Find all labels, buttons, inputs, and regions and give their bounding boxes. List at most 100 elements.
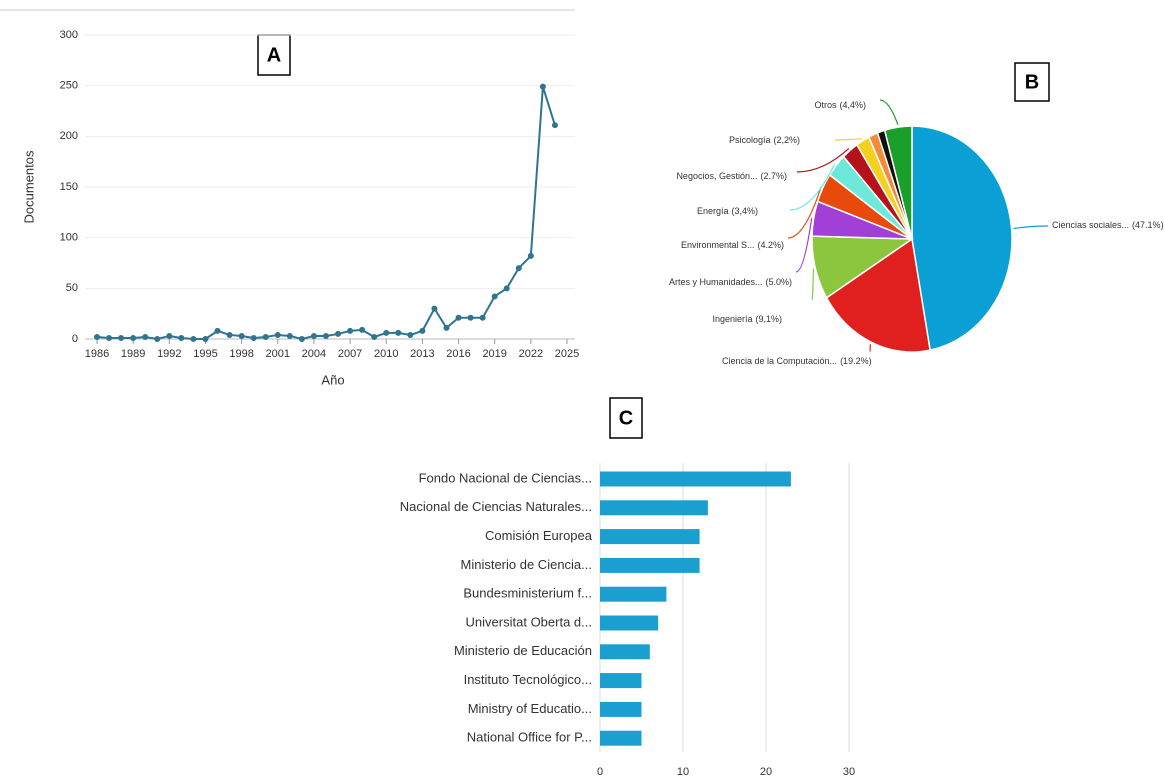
x-tick-label: 1998 xyxy=(229,348,253,360)
data-point xyxy=(383,329,390,336)
panel-label: A xyxy=(267,44,281,66)
data-point xyxy=(298,336,305,342)
y-tick-label: 50 xyxy=(66,282,78,294)
data-point xyxy=(190,336,197,342)
y-tick-label: Universitat Oberta d... xyxy=(466,614,592,629)
data-point xyxy=(479,314,486,321)
x-tick-label: 30 xyxy=(843,766,855,778)
slice-label: Environmental S... (4.2%) xyxy=(681,240,784,250)
bar xyxy=(600,615,659,631)
x-axis-title: Año xyxy=(321,372,344,387)
x-tick-label: 2022 xyxy=(519,348,543,360)
slice-value: (4.2%) xyxy=(757,240,784,250)
bar xyxy=(600,586,667,602)
data-point xyxy=(202,336,209,342)
leader-line xyxy=(796,148,850,173)
x-tick-label: 1995 xyxy=(193,348,217,360)
data-point xyxy=(335,330,342,337)
slice-value: (5.0%) xyxy=(765,277,792,287)
leader-line xyxy=(789,163,836,211)
data-point xyxy=(539,83,546,90)
data-point xyxy=(322,332,329,339)
pie-slice xyxy=(825,237,931,353)
y-tick-label: 0 xyxy=(72,333,78,345)
panel-box xyxy=(1014,62,1050,102)
data-point xyxy=(347,327,354,334)
slice-value: (3,4%) xyxy=(731,206,758,216)
x-tick-label: 2025 xyxy=(555,348,579,360)
slice-label: Psicología (2,2%) xyxy=(729,135,800,145)
leader-line xyxy=(811,268,815,301)
panel-box xyxy=(257,34,291,76)
slice-name: Otros xyxy=(814,100,837,110)
y-tick-label: National Office for P... xyxy=(467,730,592,745)
panel-label: C xyxy=(619,407,633,429)
y-tick-label: Instituto Tecnológico... xyxy=(464,672,592,687)
y-tick-label: 250 xyxy=(60,80,78,92)
slice-label: Ciencia de la Computación... (19.2%) xyxy=(722,356,872,366)
data-point xyxy=(286,332,293,339)
data-point xyxy=(455,314,462,321)
data-point xyxy=(166,332,173,339)
slice-label: Artes y Humanidades... (5.0%) xyxy=(669,277,792,287)
leader-line xyxy=(1013,225,1049,230)
data-point xyxy=(250,334,257,341)
data-point xyxy=(118,334,125,341)
pie-slice xyxy=(883,125,913,240)
bar xyxy=(600,673,642,689)
slice-label: Ingeniería (9,1%) xyxy=(712,314,782,324)
slice-name: Ciencia de la Computación... xyxy=(722,356,837,366)
y-tick-label: Fondo Nacional de Ciencias... xyxy=(419,470,592,485)
slice-label: Ciencias sociales... (47.1%) xyxy=(1052,220,1164,230)
data-point xyxy=(274,331,281,338)
data-point xyxy=(371,333,378,340)
slice-label: Otros (4,4%) xyxy=(814,100,866,110)
data-point xyxy=(551,122,558,129)
data-point xyxy=(130,334,137,341)
bar xyxy=(600,500,708,516)
pie-slice xyxy=(911,125,1013,352)
x-tick-label: 2013 xyxy=(410,348,434,360)
leader-line xyxy=(795,218,813,273)
data-point xyxy=(262,333,269,340)
bar xyxy=(600,471,791,487)
x-tick-label: 2007 xyxy=(338,348,362,360)
slice-name: Psicología xyxy=(729,135,771,145)
bar xyxy=(600,644,650,660)
slice-value: (4,4%) xyxy=(839,100,866,110)
slice-name: Energía xyxy=(697,206,729,216)
slice-value: (9,1%) xyxy=(755,314,782,324)
panel-label: B xyxy=(1025,71,1039,93)
data-point xyxy=(226,331,233,338)
slice-name: Ciencias sociales... xyxy=(1052,220,1129,230)
data-point xyxy=(407,331,414,338)
x-tick-label: 2001 xyxy=(266,348,290,360)
slice-name: Artes y Humanidades... xyxy=(669,277,763,287)
slice-value: (47.1%) xyxy=(1132,220,1164,230)
data-point xyxy=(214,327,221,334)
data-point xyxy=(467,314,474,321)
slice-name: Negocios, Gestión... xyxy=(676,171,757,181)
leader-line xyxy=(879,99,899,126)
y-tick-label: 300 xyxy=(60,29,78,41)
y-tick-label: 150 xyxy=(60,181,78,193)
data-point xyxy=(154,336,161,342)
slice-value: (19.2%) xyxy=(840,356,872,366)
slice-label: Negocios, Gestión... (2.7%) xyxy=(676,171,787,181)
x-tick-label: 10 xyxy=(677,766,689,778)
x-tick-label: 1989 xyxy=(121,348,145,360)
data-point xyxy=(359,326,366,333)
data-point xyxy=(419,327,426,334)
data-point xyxy=(431,305,438,312)
y-tick-label: 100 xyxy=(60,232,78,244)
data-line xyxy=(96,86,556,341)
x-tick-label: 2019 xyxy=(482,348,506,360)
leader-line xyxy=(834,138,862,141)
bar xyxy=(600,730,642,746)
slice-name: Ingeniería xyxy=(712,314,752,324)
data-point xyxy=(503,285,510,292)
data-point xyxy=(310,332,317,339)
slice-label: Energía (3,4%) xyxy=(697,206,758,216)
slice-value: (2.7%) xyxy=(760,171,787,181)
data-point xyxy=(142,333,149,340)
